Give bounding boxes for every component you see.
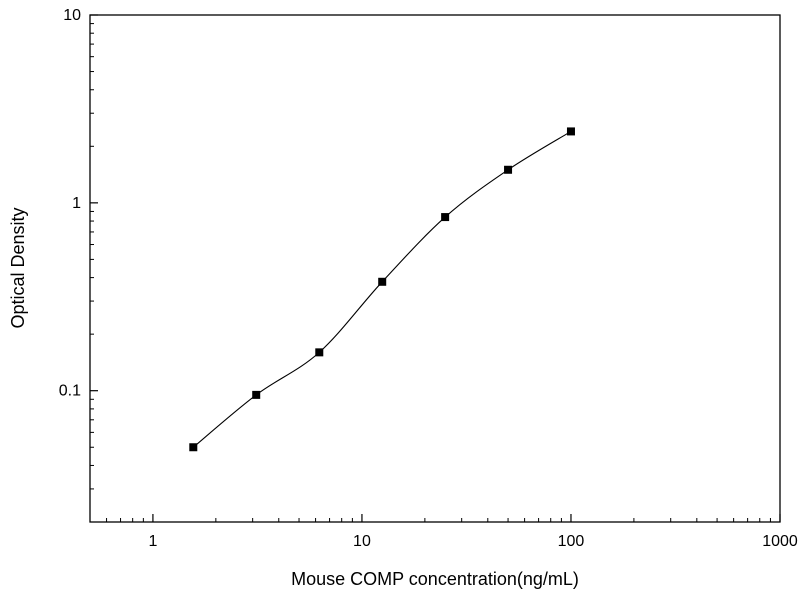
data-point-marker <box>315 348 324 357</box>
y-axis-label: Optical Density <box>8 207 28 328</box>
plot-area: 1 10 100 1000 0.1 1 10 <box>59 7 798 550</box>
y-tick-label: 1 <box>72 195 81 212</box>
data-point-marker <box>566 127 575 136</box>
x-axis-label: Mouse COMP concentration(ng/mL) <box>291 569 579 589</box>
data-point-marker <box>252 390 261 399</box>
axis-frame <box>89 14 781 523</box>
data-point-marker <box>441 213 450 222</box>
data-point-marker <box>504 165 513 174</box>
data-point-marker <box>378 277 387 286</box>
x-tick-label: 100 <box>558 533 585 550</box>
y-tick-label: 0.1 <box>59 383 81 400</box>
x-tick-label: 10 <box>353 533 371 550</box>
data-point-marker <box>189 443 198 452</box>
x-tick-label: 1000 <box>762 533 798 550</box>
y-tick-label: 10 <box>63 7 81 24</box>
x-tick-label: 1 <box>148 533 157 550</box>
fit-curve <box>192 130 572 448</box>
